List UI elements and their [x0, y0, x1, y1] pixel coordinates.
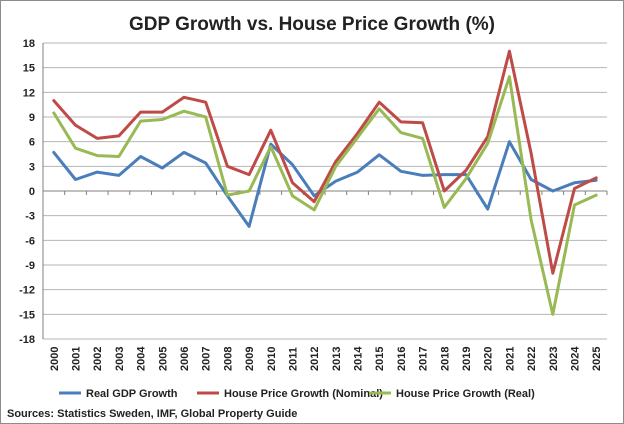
x-tick-label: 2006 [179, 347, 191, 371]
y-tick-label: 18 [23, 38, 35, 50]
x-tick-label: 2023 [548, 347, 560, 371]
x-tick-label: 2000 [49, 347, 61, 371]
y-tick-label: 15 [23, 63, 35, 75]
y-tick-labels: 18 15 12 9 6 3 0 -3 -6 -9 -12 -15 -18 [19, 38, 35, 346]
y-tick-label: 12 [23, 87, 35, 99]
y-tick-label: -9 [25, 260, 35, 272]
x-tick-label: 2015 [374, 347, 386, 371]
legend: Real GDP Growth House Price Growth (Nomin… [59, 388, 535, 400]
y-tick-label: -6 [25, 235, 35, 247]
y-tick-label: -15 [19, 309, 35, 321]
x-tick-label: 2007 [201, 347, 213, 371]
y-tick-label: 0 [29, 186, 35, 198]
x-tick-label: 2011 [287, 347, 299, 371]
legend-label: House Price Growth (Nominal) [224, 388, 383, 400]
x-tick-label: 2002 [92, 347, 104, 371]
x-tick-label: 2017 [418, 347, 430, 371]
x-tick-label: 2022 [526, 347, 538, 371]
x-tick-label: 2001 [71, 347, 83, 371]
y-tick-label: 3 [29, 161, 35, 173]
y-tick-label: -18 [19, 334, 35, 346]
y-tick-label: -12 [19, 285, 35, 297]
x-tick-label: 2014 [353, 346, 365, 371]
x-tick-label: 2024 [569, 346, 581, 371]
legend-label: House Price Growth (Real) [396, 388, 535, 400]
legend-label: Real GDP Growth [86, 388, 178, 400]
series-lines [52, 49, 598, 316]
chart-title: GDP Growth vs. House Price Growth (%) [129, 14, 495, 35]
y-tick-label: -3 [25, 211, 35, 223]
series-line [52, 75, 598, 316]
source-note: Sources: Statistics Sweden, IMF, Global … [7, 408, 297, 420]
x-tick-label: 2020 [483, 347, 495, 371]
y-tick-label: 6 [29, 137, 35, 149]
x-tick-label: 2018 [439, 347, 451, 371]
x-tick-label: 2012 [309, 347, 321, 371]
gridlines [43, 42, 607, 340]
x-tick-label: 2010 [266, 347, 278, 371]
y-tick-label: 9 [29, 112, 35, 124]
x-tick-label: 2008 [222, 347, 234, 371]
x-tick-label: 2013 [331, 347, 343, 371]
series-line [52, 49, 598, 275]
x-tick-label: 2005 [157, 347, 169, 371]
x-tick-label: 2009 [244, 347, 256, 371]
x-tick-label: 2021 [504, 347, 516, 371]
x-tick-label: 2003 [114, 347, 126, 371]
x-tick-label: 2025 [591, 347, 603, 371]
x-tick-label: 2004 [136, 346, 148, 371]
x-tick-label: 2016 [396, 347, 408, 371]
x-tick-label: 2019 [461, 347, 473, 371]
x-tick-labels: 2000 2001 2002 2003 2004 2005 2006 2007 2008 2009… [49, 346, 603, 371]
